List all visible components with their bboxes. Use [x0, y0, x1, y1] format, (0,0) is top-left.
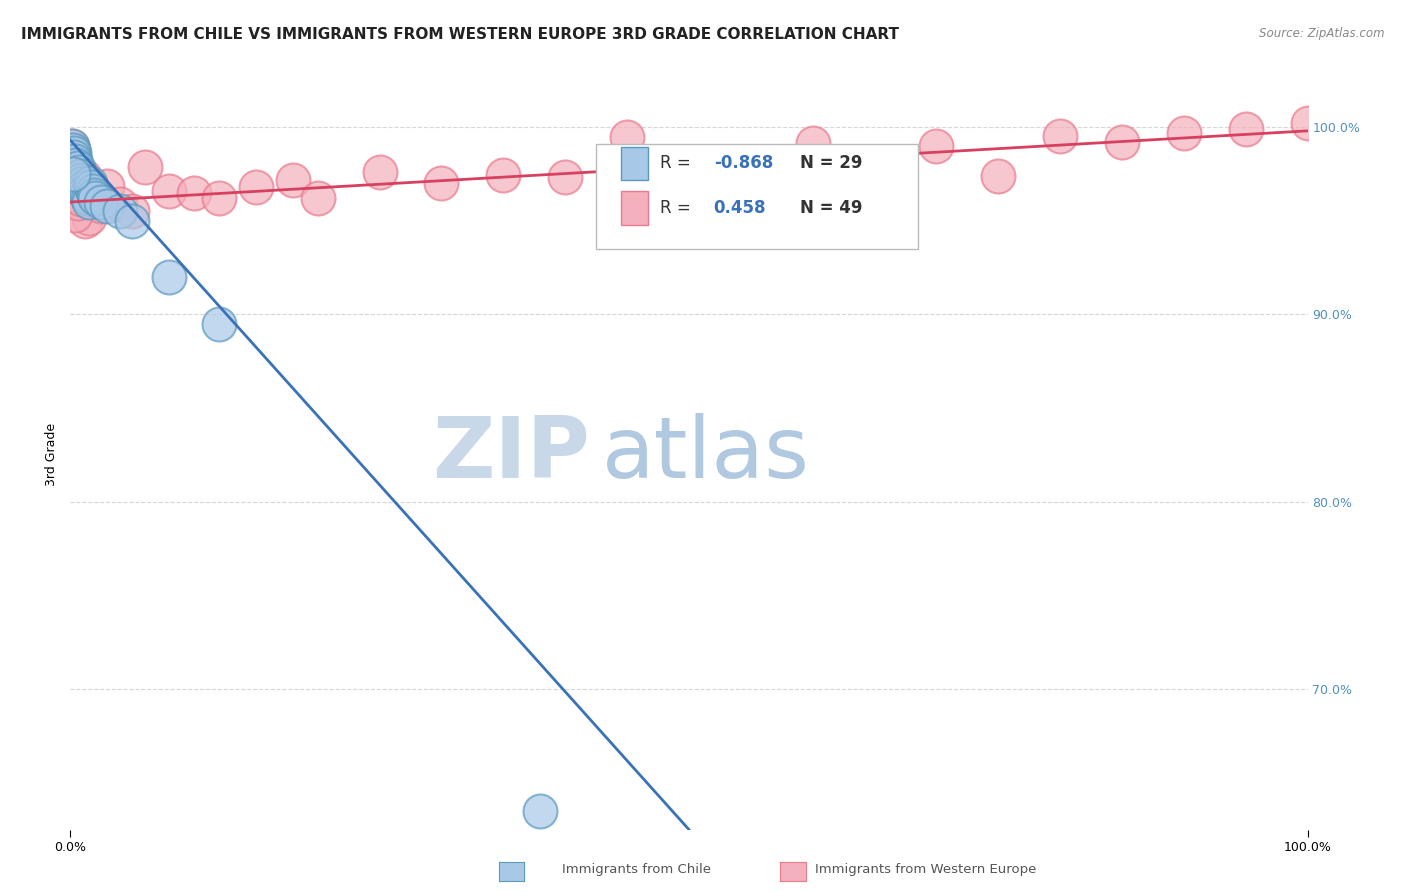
Point	[70, 172, 93, 186]
Point	[63, 189, 86, 203]
Point	[90, 199, 112, 213]
Point	[67, 192, 90, 206]
Bar	[621, 192, 648, 225]
Point	[62, 143, 84, 157]
Point	[63, 190, 86, 204]
Point	[84, 191, 107, 205]
Point	[62, 167, 84, 181]
Point	[72, 181, 94, 195]
Text: Source: ZipAtlas.com: Source: ZipAtlas.com	[1260, 27, 1385, 40]
Point	[66, 177, 89, 191]
Point	[77, 211, 100, 225]
Point	[65, 174, 87, 188]
Point	[863, 163, 886, 178]
Point	[73, 180, 96, 194]
Point	[62, 153, 84, 168]
Point	[69, 169, 91, 183]
Point	[80, 180, 103, 194]
Text: ZIP: ZIP	[432, 413, 591, 497]
Point	[1173, 126, 1195, 140]
Point	[157, 184, 180, 198]
Point	[183, 186, 205, 200]
Point	[60, 138, 83, 153]
Point	[63, 189, 86, 203]
Point	[616, 130, 638, 145]
Text: 0.458: 0.458	[714, 199, 766, 218]
Point	[1111, 135, 1133, 149]
Bar	[621, 146, 648, 180]
Point	[121, 203, 143, 218]
Point	[75, 184, 97, 198]
Point	[60, 148, 83, 162]
Point	[84, 193, 107, 207]
Point	[75, 187, 97, 202]
Point	[281, 173, 304, 187]
Point	[1049, 129, 1071, 144]
Point	[60, 138, 83, 153]
Point	[66, 161, 89, 176]
Point	[121, 213, 143, 227]
Point	[65, 193, 87, 207]
Point	[1234, 122, 1257, 136]
Point	[307, 190, 329, 204]
Point	[69, 192, 91, 206]
Point	[208, 191, 231, 205]
Point	[96, 199, 118, 213]
Point	[492, 169, 515, 183]
Point	[75, 213, 97, 227]
Point	[65, 157, 87, 171]
Point	[96, 179, 118, 194]
Point	[72, 176, 94, 190]
Point	[65, 161, 87, 176]
Point	[66, 196, 89, 211]
Text: N = 29: N = 29	[800, 154, 863, 172]
Point	[740, 168, 762, 182]
Point	[65, 208, 87, 222]
Text: Immigrants from Chile: Immigrants from Chile	[562, 863, 711, 876]
Text: Immigrants from Western Europe: Immigrants from Western Europe	[815, 863, 1036, 876]
Text: IMMIGRANTS FROM CHILE VS IMMIGRANTS FROM WESTERN EUROPE 3RD GRADE CORRELATION CH: IMMIGRANTS FROM CHILE VS IMMIGRANTS FROM…	[21, 27, 898, 42]
Point	[65, 153, 87, 168]
Point	[62, 143, 84, 157]
Point	[79, 179, 101, 194]
Point	[554, 169, 576, 184]
Y-axis label: 3rd Grade: 3rd Grade	[45, 424, 59, 486]
Point	[208, 317, 231, 331]
Text: atlas: atlas	[602, 413, 810, 497]
Point	[63, 150, 86, 164]
Point	[108, 204, 131, 219]
Text: R =: R =	[661, 199, 696, 218]
Point	[63, 146, 86, 161]
Text: -0.868: -0.868	[714, 154, 773, 172]
Point	[529, 804, 551, 818]
Point	[79, 176, 101, 190]
Point	[678, 155, 700, 169]
Point	[430, 176, 453, 190]
Point	[245, 180, 267, 194]
Text: N = 49: N = 49	[800, 199, 863, 218]
FancyBboxPatch shape	[596, 144, 918, 249]
Point	[157, 269, 180, 284]
Point	[76, 191, 98, 205]
Point	[77, 194, 100, 209]
Point	[82, 184, 104, 198]
Point	[108, 196, 131, 211]
Text: R =: R =	[661, 154, 696, 172]
Point	[70, 192, 93, 206]
Point	[801, 136, 824, 151]
Point	[83, 187, 105, 202]
Point	[134, 160, 156, 174]
Point	[368, 164, 391, 178]
Point	[987, 169, 1010, 183]
Point	[1296, 116, 1319, 130]
Point	[73, 169, 96, 183]
Point	[67, 165, 90, 179]
Point	[925, 139, 948, 153]
Point	[90, 194, 112, 209]
